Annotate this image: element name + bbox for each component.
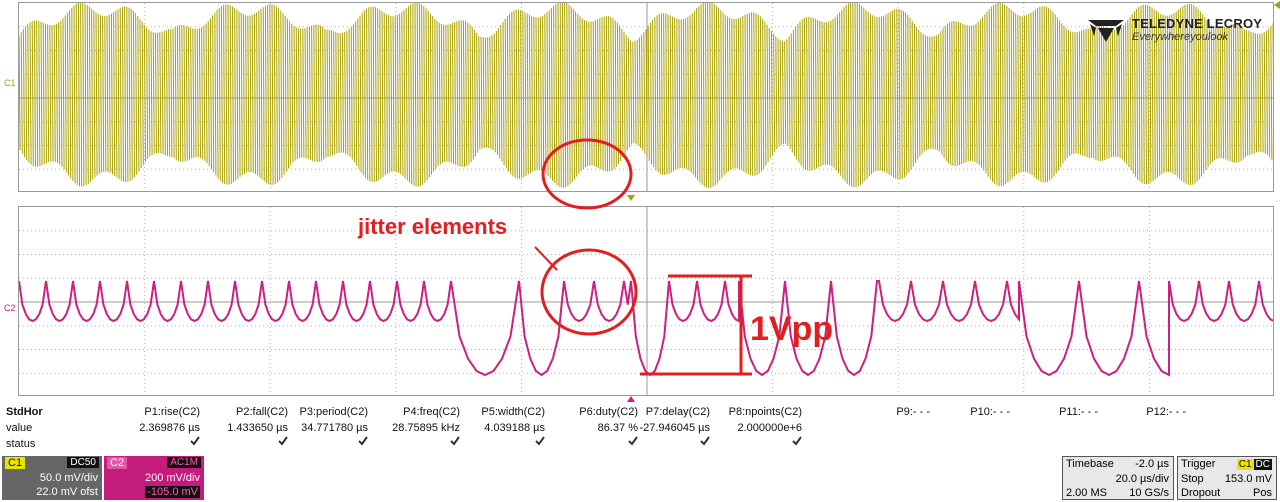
status-check-icon — [455, 436, 545, 449]
status-check-icon — [370, 436, 460, 449]
param-name: P9:- - - — [896, 406, 930, 418]
channel-2-vdiv: 200 mV/div — [144, 472, 200, 484]
channel-1-trace — [19, 3, 1273, 191]
timebase-delay: -2.0 µs — [1135, 458, 1169, 470]
jitter-circle-bottom — [540, 248, 638, 336]
channel-1-descriptor[interactable]: C1 DC50 50.0 mV/div 22.0 mV ofst — [2, 456, 102, 500]
channel-1-vdiv: 50.0 mV/div — [39, 472, 98, 484]
measurement-table: StdHor value status P1:rise(C2) 2.369876 … — [0, 404, 1280, 454]
timebase-samples: 2.00 MS — [1066, 487, 1107, 499]
param-value: 86.37 % — [597, 422, 638, 434]
trigger-level: 153.0 mV — [1224, 473, 1272, 485]
channel-2-descriptor[interactable]: C2 AC1M 200 mV/div -105.0 mV — [104, 456, 204, 500]
trigger-label: Trigger — [1181, 458, 1216, 470]
channel-2-trace — [19, 207, 1273, 395]
channel-2-waveform — [19, 280, 1273, 377]
channel-1-name: C1 — [5, 457, 26, 469]
timebase-tdiv: 20.0 µs/div — [1115, 473, 1169, 485]
channel-2-waveform-grid[interactable] — [18, 206, 1274, 396]
param-value: 2.000000e+6 — [737, 422, 802, 434]
trigger-source: C1 — [1236, 459, 1254, 470]
timebase-descriptor[interactable]: Timebase -2.0 µs 20.0 µs/div 2.00 MS 10 … — [1062, 456, 1174, 500]
trigger-mode: Stop — [1181, 473, 1204, 485]
param-name: P12:- - - — [1146, 406, 1186, 418]
param-name: P10:- - - — [970, 406, 1010, 418]
channel-2-coupling: AC1M — [167, 457, 201, 468]
trigger-coupling: DC — [1253, 459, 1272, 470]
param-value: 34.771780 µs — [301, 422, 368, 434]
param-name[interactable]: P3:period(C2) — [299, 406, 368, 418]
timebase-rate: 10 GS/s — [1129, 487, 1169, 499]
trigger-source-coupling: C1 DC — [1236, 458, 1272, 470]
channel-1-offset: 22.0 mV ofst — [36, 486, 98, 498]
param-value: 4.039188 µs — [484, 422, 545, 434]
trigger-position-marker-icon — [627, 396, 635, 402]
param-name[interactable]: P4:freq(C2) — [403, 406, 460, 418]
value-row-label: value — [6, 422, 33, 434]
param-value: 28.75895 kHz — [392, 422, 460, 434]
param-name[interactable]: P6:duty(C2) — [579, 406, 638, 418]
channel-1-waveform — [19, 3, 1273, 189]
status-check-icon — [198, 436, 288, 449]
param-name[interactable]: P8:npoints(C2) — [728, 406, 802, 418]
vpp-annotation: 1Vpp — [750, 310, 834, 348]
status-row-label: status — [6, 438, 36, 450]
param-name[interactable]: P5:width(C2) — [481, 406, 545, 418]
jitter-pointer-line — [534, 246, 558, 271]
teledyne-lecroy-logo: TELEDYNE LECROY Everywhereyoulook — [1086, 16, 1266, 46]
trigger-level-marker-icon — [1274, 1, 1280, 9]
jitter-circle-top — [541, 138, 633, 210]
trigger-descriptor[interactable]: Trigger C1 DC Stop 153.0 mV Dropout Pos — [1177, 456, 1277, 500]
channel-1-coupling: DC50 — [67, 457, 99, 468]
trigger-slope: Pos — [1253, 487, 1272, 499]
trigger-type: Dropout — [1181, 487, 1221, 499]
logo-name: TELEDYNE LECROY — [1132, 16, 1263, 31]
param-name[interactable]: P7:delay(C2) — [645, 406, 710, 418]
channel-1-waveform-grid[interactable] — [18, 2, 1274, 192]
trigger-delay-marker-icon — [627, 195, 635, 201]
channel-2-marker[interactable]: C2 — [4, 303, 16, 313]
status-check-icon — [548, 436, 638, 449]
param-name: P11:- - - — [1059, 406, 1098, 418]
param-value: 1.433650 µs — [227, 422, 288, 434]
channel-2-offset: -105.0 mV — [145, 486, 200, 498]
channel-2-name: C2 — [107, 457, 128, 469]
measure-mode-label[interactable]: StdHor — [6, 406, 43, 418]
timebase-label: Timebase — [1066, 458, 1114, 470]
param-value: -27.946045 µs — [639, 422, 710, 434]
status-check-icon — [712, 436, 802, 449]
param-name[interactable]: P2:fall(C2) — [236, 406, 288, 418]
channel-1-marker[interactable]: C1 — [4, 78, 16, 88]
logo-tagline: Everywhereyoulook — [1132, 31, 1228, 43]
lecroy-logo-icon — [1088, 20, 1124, 42]
status-check-icon — [620, 436, 710, 449]
status-check-icon — [110, 436, 200, 449]
jitter-elements-annotation: jitter elements — [358, 214, 508, 239]
status-check-icon — [278, 436, 368, 449]
param-value: 2.369876 µs — [139, 422, 200, 434]
param-name[interactable]: P1:rise(C2) — [144, 406, 200, 418]
